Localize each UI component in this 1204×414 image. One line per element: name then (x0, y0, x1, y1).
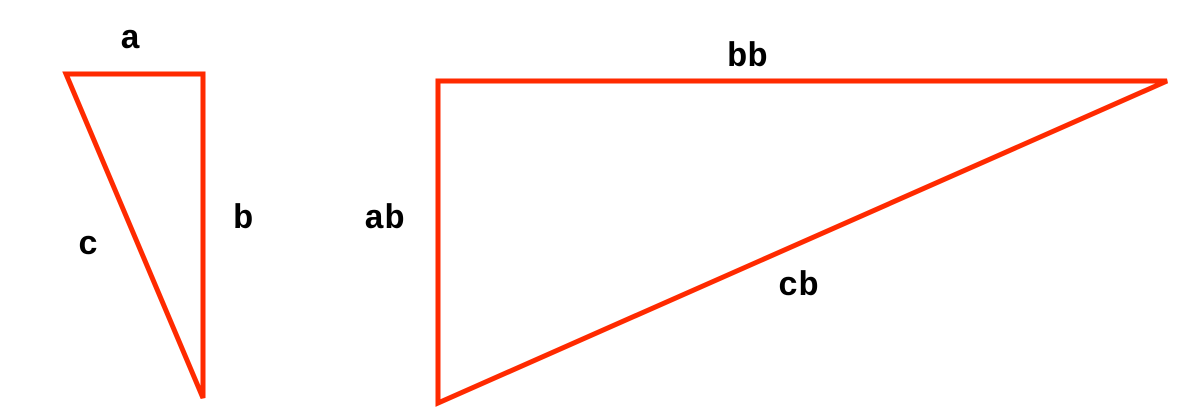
small-triangle-right-label: b (233, 201, 253, 239)
small-triangle-hypotenuse-label: c (78, 227, 98, 265)
small-triangle (62, 71, 206, 399)
large-triangle-left-label: ab (364, 201, 405, 239)
large-triangle-hypotenuse-label: cb (778, 268, 819, 306)
small-triangle-top-label: a (120, 21, 140, 59)
large-triangle-top-label: bb (727, 39, 768, 77)
large-triangle (435, 78, 1169, 407)
